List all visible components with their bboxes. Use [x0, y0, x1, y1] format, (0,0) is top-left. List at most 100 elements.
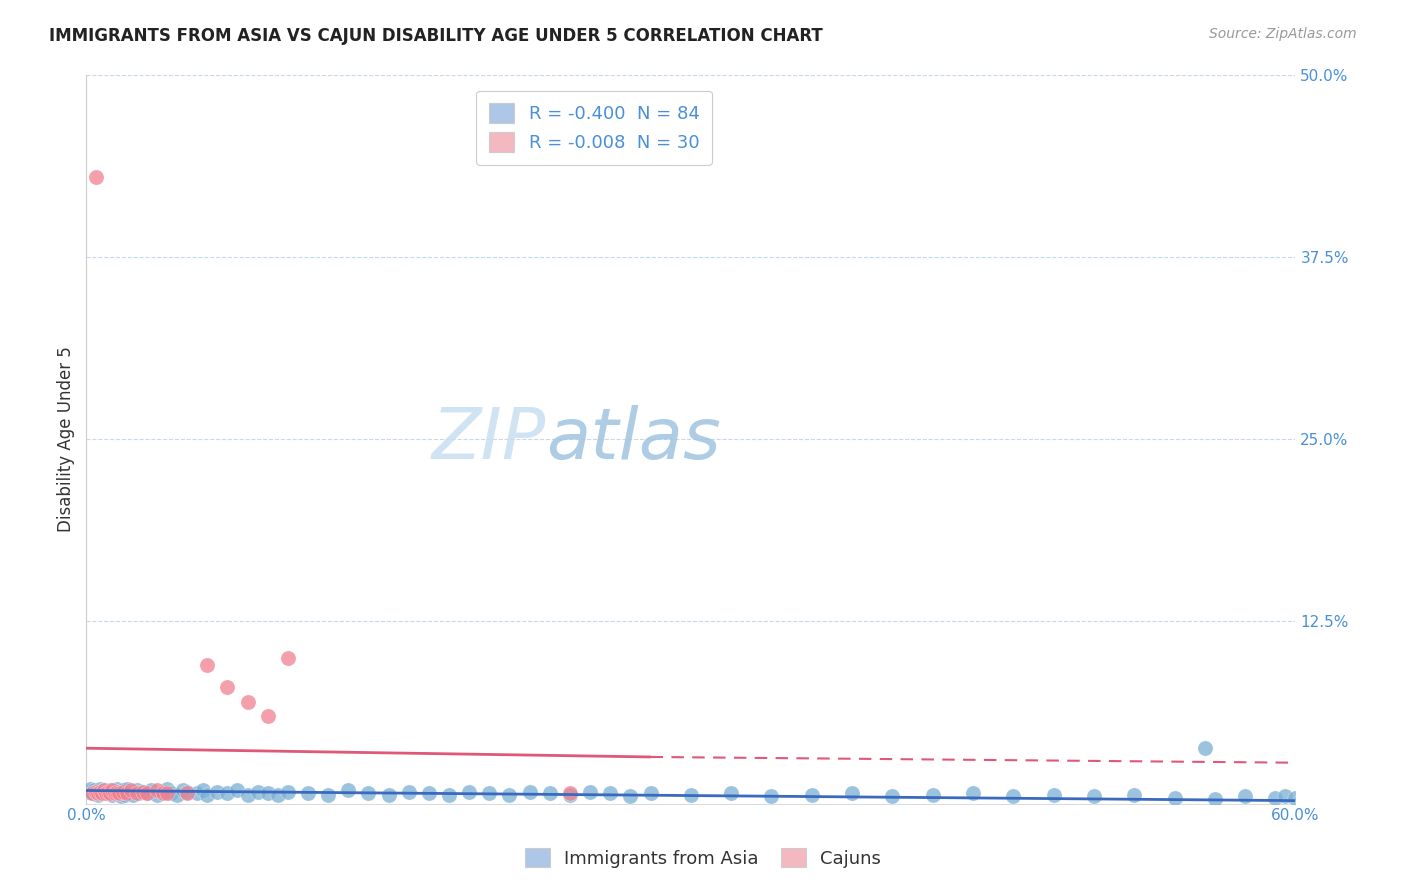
Point [236, 788, 259, 802]
Point [1002, 789, 1025, 804]
Point [1204, 792, 1226, 806]
Point [89, 782, 111, 797]
Point [97, 786, 120, 800]
Point [217, 786, 239, 800]
Point [146, 788, 169, 802]
Point [1163, 790, 1185, 805]
Point [316, 788, 339, 802]
Point [558, 786, 581, 800]
Point [172, 783, 194, 797]
Point [458, 785, 481, 799]
Point [96, 785, 118, 799]
Point [277, 785, 299, 799]
Point [236, 694, 259, 708]
Point [111, 783, 134, 797]
Y-axis label: Disability Age Under 5: Disability Age Under 5 [58, 346, 75, 532]
Point [91, 786, 114, 800]
Point [679, 788, 702, 802]
Point [558, 788, 581, 802]
Point [640, 786, 662, 800]
Point [619, 789, 641, 804]
Point [97, 785, 120, 799]
Point [962, 786, 984, 800]
Point [115, 782, 138, 797]
Point [79, 782, 101, 797]
Point [103, 786, 125, 800]
Point [135, 786, 157, 800]
Text: atlas: atlas [546, 405, 720, 474]
Point [86, 785, 108, 799]
Text: Source: ZipAtlas.com: Source: ZipAtlas.com [1209, 27, 1357, 41]
Point [256, 709, 278, 723]
Point [89, 785, 111, 799]
Point [377, 788, 399, 802]
Point [800, 788, 823, 802]
Point [77, 785, 100, 799]
Point [418, 786, 440, 800]
Point [101, 783, 124, 797]
Point [478, 786, 501, 800]
Point [1274, 789, 1296, 804]
Point [186, 786, 208, 800]
Point [87, 788, 110, 802]
Point [91, 786, 114, 800]
Point [125, 783, 148, 797]
Point [139, 783, 162, 797]
Point [437, 788, 460, 802]
Point [160, 786, 183, 800]
Point [538, 786, 561, 800]
Point [87, 786, 110, 800]
Point [86, 169, 108, 184]
Point [176, 786, 198, 800]
Point [246, 785, 269, 799]
Point [107, 786, 129, 800]
Point [93, 783, 115, 797]
Point [115, 786, 138, 800]
Point [579, 785, 602, 799]
Point [107, 786, 129, 800]
Point [125, 786, 148, 800]
Point [1291, 792, 1313, 806]
Point [121, 788, 143, 802]
Point [135, 786, 157, 800]
Point [195, 658, 218, 673]
Point [105, 785, 128, 799]
Point [720, 786, 742, 800]
Point [277, 650, 299, 665]
Point [166, 788, 188, 802]
Point [83, 783, 105, 797]
Point [882, 789, 904, 804]
Legend: R = -0.400  N = 84, R = -0.008  N = 30: R = -0.400 N = 84, R = -0.008 N = 30 [477, 91, 711, 165]
Point [1234, 789, 1257, 804]
Point [217, 680, 239, 694]
Point [120, 785, 142, 799]
Point [82, 786, 104, 800]
Point [921, 788, 943, 802]
Point [398, 785, 420, 799]
Point [152, 785, 174, 799]
Point [82, 786, 104, 800]
Point [1194, 741, 1216, 756]
Point [100, 783, 122, 797]
Point [841, 786, 863, 800]
Point [498, 788, 520, 802]
Point [101, 788, 124, 802]
Point [103, 785, 125, 799]
Point [337, 783, 360, 797]
Point [519, 785, 541, 799]
Point [114, 788, 136, 802]
Point [226, 783, 249, 797]
Point [93, 783, 115, 797]
Point [267, 788, 290, 802]
Point [132, 785, 155, 799]
Point [176, 785, 198, 799]
Point [110, 789, 132, 804]
Point [599, 786, 621, 800]
Point [86, 785, 108, 799]
Point [193, 783, 215, 797]
Point [128, 786, 150, 800]
Point [761, 789, 783, 804]
Point [256, 786, 278, 800]
Text: ZIP: ZIP [432, 405, 546, 474]
Point [1042, 788, 1064, 802]
